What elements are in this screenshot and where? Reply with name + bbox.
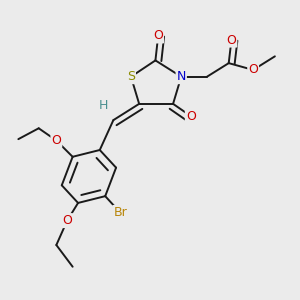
- Text: Br: Br: [113, 206, 127, 219]
- Text: O: O: [226, 34, 236, 46]
- Text: H: H: [99, 99, 109, 112]
- Text: O: O: [248, 63, 258, 76]
- Text: O: O: [62, 214, 72, 227]
- Text: O: O: [153, 29, 163, 43]
- Text: O: O: [186, 110, 196, 123]
- Text: N: N: [176, 70, 186, 83]
- Text: O: O: [51, 134, 61, 147]
- Text: S: S: [127, 70, 135, 83]
